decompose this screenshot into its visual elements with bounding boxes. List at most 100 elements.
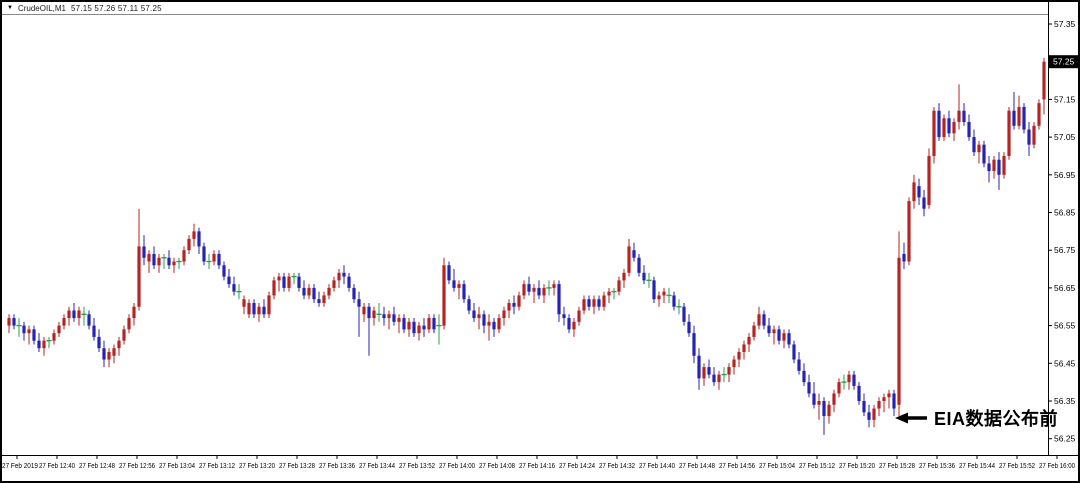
time-tick-label: 27 Feb 14:08 — [479, 461, 515, 470]
candle — [757, 306, 761, 330]
candle — [152, 246, 156, 270]
candle — [907, 197, 911, 266]
candle — [402, 314, 406, 334]
candle — [841, 374, 847, 390]
candle — [712, 367, 716, 386]
candle — [587, 295, 591, 311]
candle — [512, 295, 516, 315]
candle — [1007, 106, 1011, 160]
time-tick-label: 27 Feb 15:44 — [959, 461, 995, 470]
candle — [236, 284, 242, 300]
candle — [782, 329, 786, 349]
candle — [252, 299, 256, 319]
candle — [577, 306, 581, 326]
candle — [482, 310, 486, 334]
candle — [12, 314, 16, 330]
candle — [727, 363, 731, 383]
candle — [297, 272, 301, 292]
time-tick-label: 27 Feb 12:40 — [39, 461, 75, 470]
candle — [172, 257, 176, 273]
candle — [527, 276, 531, 296]
candle — [247, 299, 251, 319]
time-tick-label: 27 Feb 15:04 — [759, 461, 795, 470]
candle — [927, 148, 931, 209]
candle — [142, 235, 146, 266]
candle — [291, 272, 297, 285]
candle — [412, 318, 416, 337]
candle — [857, 382, 861, 405]
candle — [602, 291, 606, 311]
price-tick-label: 57.15 — [1054, 94, 1076, 104]
candle — [62, 314, 66, 330]
candle — [242, 295, 246, 315]
candle — [627, 238, 631, 277]
candle — [176, 257, 182, 270]
candle — [1017, 95, 1021, 130]
candle — [487, 314, 491, 341]
candle — [267, 291, 271, 319]
candle — [467, 295, 471, 315]
candle — [662, 287, 666, 303]
candle — [1012, 91, 1016, 130]
price-tick-label: 56.65 — [1054, 283, 1076, 293]
candle — [721, 367, 727, 383]
time-tick-label: 27 Feb 13:36 — [319, 461, 355, 470]
candle — [337, 269, 341, 288]
candle — [837, 378, 841, 398]
candle — [572, 318, 576, 337]
candle — [617, 276, 621, 296]
candle — [942, 114, 946, 141]
candle — [436, 314, 442, 345]
candle — [732, 355, 736, 375]
time-tick-label: 27 Feb 13:20 — [239, 461, 275, 470]
annotation-text: EIA数据公布前 — [934, 409, 1059, 429]
candle — [16, 318, 22, 337]
candle — [652, 276, 656, 303]
candle — [932, 106, 936, 164]
price-tick-label: 56.45 — [1054, 358, 1076, 368]
candle — [522, 280, 526, 300]
candle — [792, 340, 796, 364]
candle — [407, 318, 411, 337]
candle — [432, 314, 436, 334]
candle — [692, 325, 696, 364]
symbol-period-label: CrudeOIL,M1 — [17, 3, 66, 13]
collapse-triangle-icon[interactable]: ▼ — [7, 5, 13, 11]
candle — [362, 302, 366, 322]
candle — [272, 276, 276, 300]
candle — [702, 363, 706, 386]
candle — [392, 306, 396, 326]
time-tick-label: 27 Feb 12:56 — [119, 461, 155, 470]
candle — [81, 306, 87, 326]
price-tick-label: 57.05 — [1054, 132, 1076, 142]
eia-annotation[interactable]: EIA数据公布前 — [894, 405, 1058, 431]
time-tick-label: 27 Feb 15:52 — [999, 461, 1035, 470]
candle — [992, 155, 996, 179]
time-tick-label: 27 Feb 2019 — [2, 461, 38, 470]
time-tick-label: 27 Feb 15:12 — [799, 461, 835, 470]
candle — [967, 114, 971, 141]
candle — [666, 287, 672, 303]
candle — [807, 374, 811, 398]
candle — [52, 329, 56, 345]
candle — [912, 174, 916, 209]
candle — [102, 340, 106, 368]
candle — [222, 261, 226, 281]
candle — [882, 393, 886, 413]
candle — [542, 284, 546, 303]
price-tick-label: 56.25 — [1054, 434, 1076, 444]
candle — [1027, 122, 1031, 156]
price-tick-label: 56.55 — [1054, 321, 1076, 331]
candle — [767, 318, 771, 337]
time-tick-label: 27 Feb 12:48 — [79, 461, 115, 470]
candle — [122, 325, 126, 345]
candle — [747, 333, 751, 352]
candle — [187, 235, 191, 254]
candle — [192, 223, 196, 247]
candle — [752, 321, 756, 341]
candle — [132, 302, 136, 326]
candle — [322, 291, 326, 307]
candle — [497, 314, 501, 334]
